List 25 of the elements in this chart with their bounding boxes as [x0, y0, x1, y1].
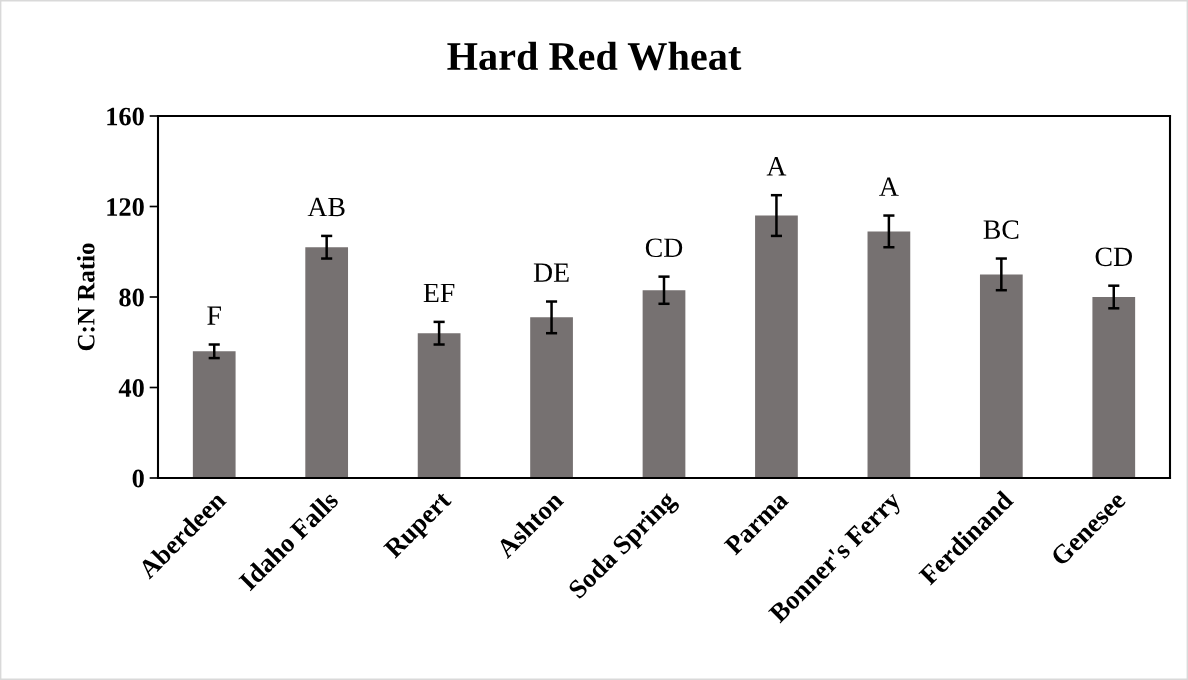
- annotation: F: [207, 306, 221, 325]
- y-tick-label: 160: [107, 107, 144, 126]
- bar: [305, 247, 349, 478]
- bar: [642, 290, 686, 478]
- chart-title: Hard Red Wheat: [447, 41, 742, 71]
- bar: [867, 231, 911, 478]
- annotation: CD: [645, 238, 683, 258]
- y-tick-label: 80: [119, 288, 144, 307]
- bar: [417, 333, 461, 478]
- annotation: BC: [983, 220, 1019, 240]
- y-axis-title: C:N Ratio: [76, 243, 95, 351]
- bar: [1092, 297, 1136, 478]
- annotation: DE: [533, 263, 569, 282]
- annotation: CD: [1095, 247, 1132, 267]
- annotation: A: [879, 177, 899, 196]
- annotation: AB: [307, 197, 345, 217]
- y-tick-label: 40: [118, 379, 144, 397]
- bar: [530, 317, 573, 478]
- y-tick-label: 120: [107, 198, 144, 216]
- bar: [192, 351, 236, 478]
- bar: [755, 215, 798, 478]
- annotation: A: [766, 157, 787, 176]
- bar: [979, 274, 1023, 478]
- annotation: EF: [423, 283, 455, 303]
- y-tick-label: 0: [132, 469, 144, 488]
